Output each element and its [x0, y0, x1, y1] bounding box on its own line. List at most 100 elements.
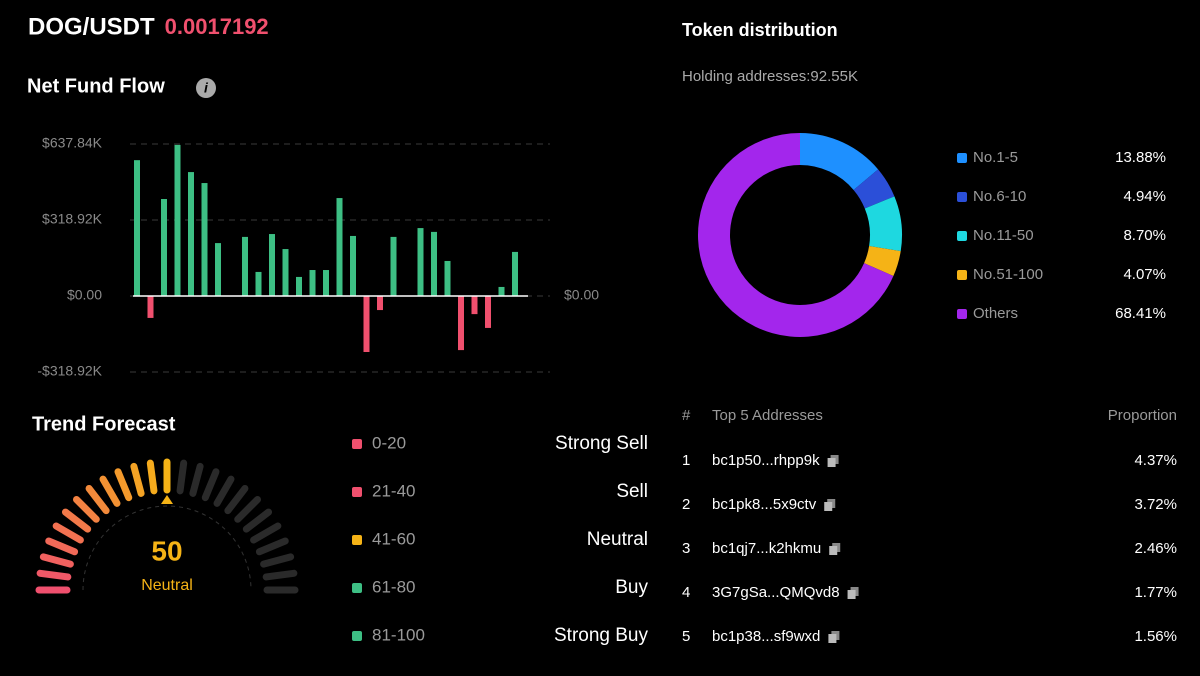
bar — [377, 296, 383, 311]
legend-swatch — [957, 309, 967, 319]
table-cell: bc1pk8...5x9ctv — [712, 496, 817, 513]
copy-front — [827, 458, 836, 467]
bar — [336, 198, 343, 296]
bar — [296, 276, 302, 296]
copy-icon[interactable] — [828, 631, 840, 643]
gauge-tick — [189, 462, 204, 497]
copy-icon[interactable] — [824, 499, 836, 511]
table-cell: 2 — [682, 496, 690, 513]
table-cell: 4.37% — [1134, 452, 1177, 469]
bar — [444, 260, 451, 296]
legend-label: No.11-50 — [973, 227, 1034, 244]
gauge-tick — [85, 484, 110, 515]
gauge-tick — [255, 537, 289, 556]
y-tick-label: $318.92K — [42, 211, 103, 227]
legend-label: No.1-5 — [973, 149, 1018, 166]
pair: DOG/USDT — [28, 13, 155, 40]
gauge-value-text: Neutral — [141, 577, 193, 594]
gauge-value: 50 — [151, 535, 182, 566]
gauge-tick — [176, 459, 188, 495]
bar — [309, 270, 316, 296]
gauge-tick — [72, 495, 100, 523]
donut-slice — [864, 196, 902, 252]
bar — [255, 271, 262, 296]
legend-swatch — [957, 231, 967, 241]
bar — [417, 228, 424, 296]
copy-icon[interactable] — [827, 455, 839, 467]
legend-value: 4.94% — [1123, 188, 1166, 205]
gauge-tick — [250, 522, 282, 544]
gauge-tick — [224, 484, 249, 515]
dist-title: Token distribution — [682, 20, 838, 40]
legend-label: No.51-100 — [973, 266, 1043, 283]
gauge-tick — [130, 462, 145, 497]
trend-title: Trend Forecast — [32, 413, 176, 435]
y-tick-label: $0.00 — [67, 287, 102, 303]
gauge-pointer — [161, 495, 173, 504]
table-header: # — [682, 407, 691, 424]
gauge-tick — [114, 468, 133, 502]
table-cell: 3 — [682, 540, 690, 557]
table-header: Proportion — [1108, 407, 1177, 424]
legend-label: No.6-10 — [973, 188, 1026, 205]
copy-icon[interactable] — [829, 543, 841, 555]
info-glyph: i — [204, 80, 209, 96]
gauge-tick — [242, 508, 273, 533]
bar — [485, 296, 491, 328]
y2-tick-label: $0.00 — [564, 287, 599, 303]
band-range: 0-20 — [372, 433, 406, 452]
band-label: Strong Buy — [554, 625, 648, 646]
table-cell: bc1qj7...k2hkmu — [712, 540, 821, 557]
donut-slice — [853, 169, 895, 209]
band-label: Buy — [615, 577, 648, 598]
gauge-tick — [99, 475, 121, 507]
gauge-inner-arc — [82, 505, 252, 591]
table-cell: 1.56% — [1134, 628, 1177, 645]
info-icon[interactable]: i — [196, 78, 216, 98]
bar — [323, 270, 329, 296]
flow-title: Net Fund Flow — [27, 75, 165, 97]
donut-slice — [698, 133, 894, 337]
table-cell: bc1p50...rhpp9k — [712, 452, 820, 469]
bar — [350, 235, 356, 296]
band-swatch — [352, 631, 362, 641]
legend-swatch — [957, 270, 967, 280]
legend-label: Others — [973, 305, 1018, 322]
gauge-tick — [213, 475, 235, 507]
gauge-tick — [39, 553, 74, 568]
legend-swatch — [957, 153, 967, 163]
bar — [458, 296, 464, 351]
band-range: 61-80 — [372, 577, 415, 596]
copy-icon[interactable] — [847, 587, 859, 599]
donut-slice — [864, 246, 901, 277]
gauge-tick — [61, 508, 92, 533]
price: 0.0017192 — [165, 14, 269, 39]
gauge-tick — [262, 569, 298, 581]
y-tick-label: $637.84K — [42, 135, 103, 151]
table-cell: bc1p38...sf9wxd — [712, 628, 820, 645]
bar — [188, 172, 194, 296]
gauge-tick — [36, 569, 72, 581]
dist-subtitle: Holding addresses:92.55K — [682, 68, 858, 85]
table-header: Top 5 Addresses — [712, 407, 823, 424]
copy-front — [824, 502, 833, 511]
gauge-tick — [146, 459, 158, 495]
bar — [201, 183, 208, 296]
bar — [269, 234, 275, 296]
legend-value: 13.88% — [1115, 149, 1166, 166]
donut-slice — [800, 133, 879, 190]
bar — [282, 249, 289, 296]
table-cell: 1 — [682, 452, 690, 469]
bar — [431, 231, 437, 296]
band-label: Sell — [616, 481, 648, 502]
band-range: 21-40 — [372, 481, 415, 500]
bar — [242, 236, 248, 296]
bar — [174, 144, 181, 296]
legend-value: 4.07% — [1123, 266, 1166, 283]
table-cell: 3.72% — [1134, 496, 1177, 513]
band-swatch — [352, 487, 362, 497]
table-cell: 4 — [682, 584, 690, 601]
table-cell: 2.46% — [1134, 540, 1177, 557]
